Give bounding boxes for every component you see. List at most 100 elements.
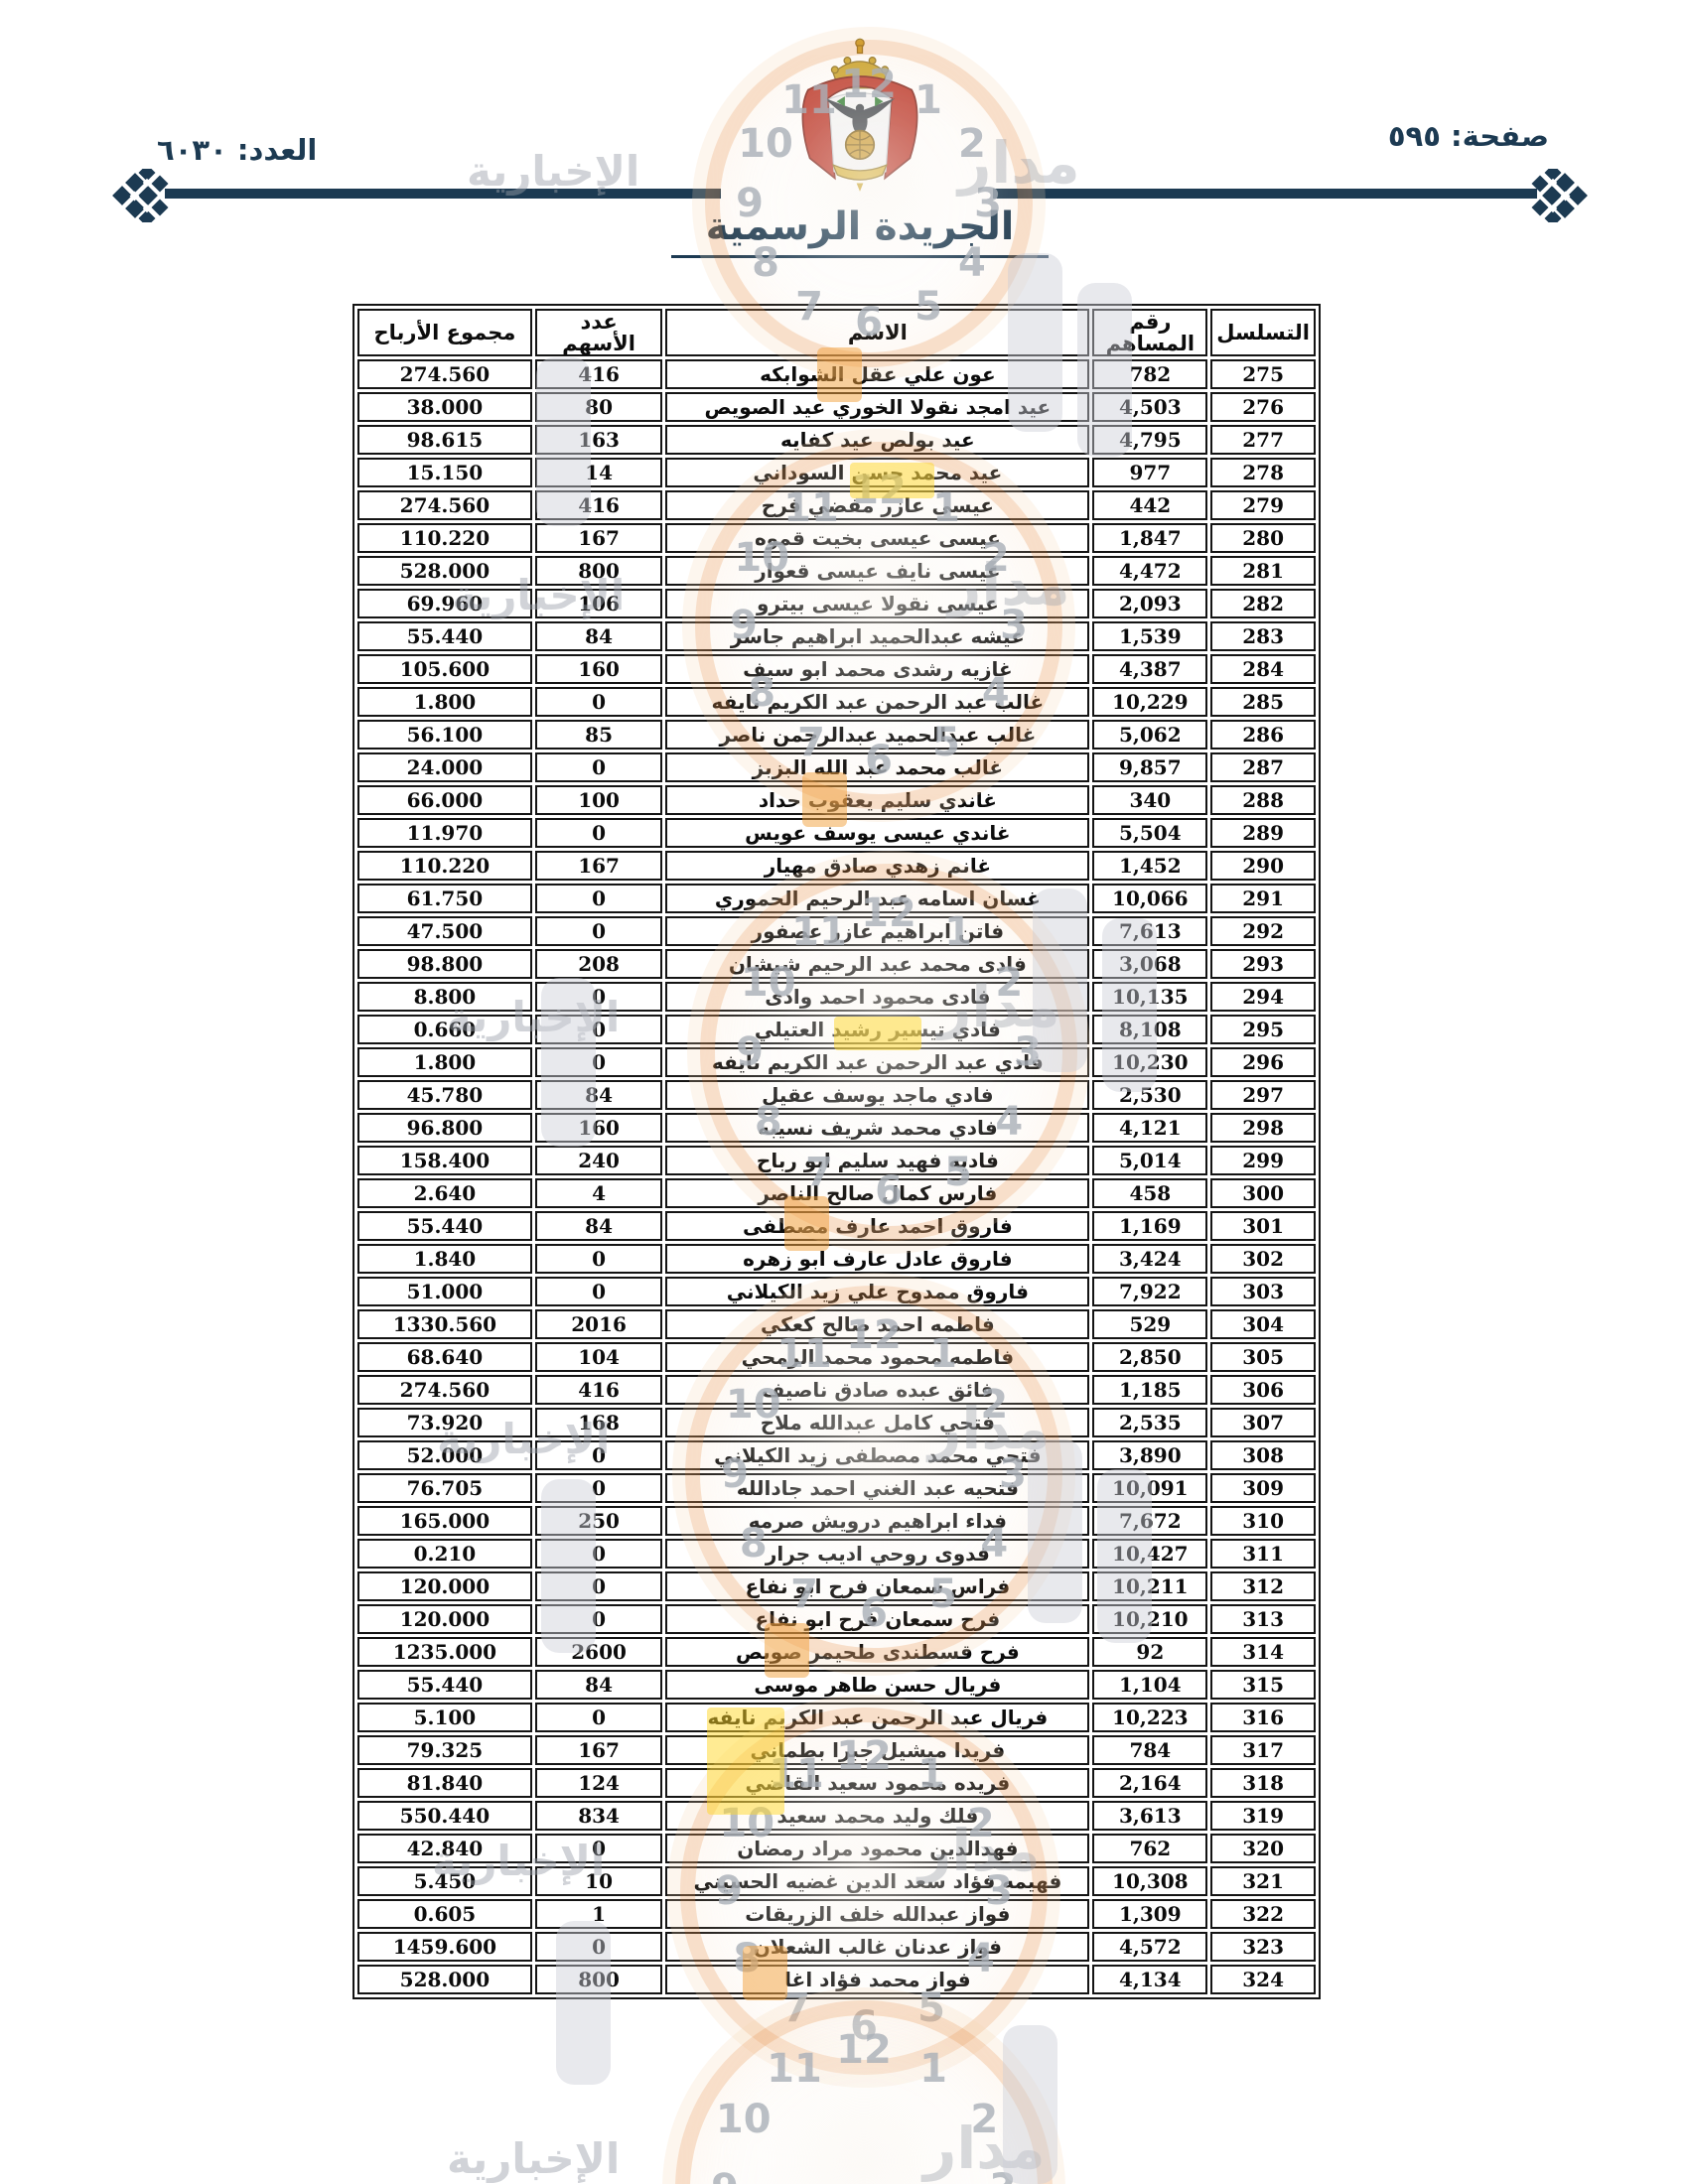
name-cell: فاروق عادل عارف ابو زهره: [665, 1244, 1090, 1275]
shareholder-no-cell: 10,229: [1092, 687, 1208, 718]
name-cell: فدوى روحي اديب جرار: [665, 1539, 1090, 1570]
shareholder-no-cell: 4,121: [1092, 1113, 1208, 1144]
name-cell: فارس كمال صالح الناصر: [665, 1178, 1090, 1209]
name-cell: غسان اسامه عبد الرحيم الحموري: [665, 884, 1090, 914]
shareholder-no-cell: 10,210: [1092, 1604, 1208, 1635]
profit-cell: 98.615: [357, 425, 532, 456]
serial-cell: 317: [1210, 1735, 1316, 1766]
table-row: 304 529 فاطمه احمد صالح كعكي 2016 1330.560: [357, 1309, 1316, 1340]
profit-cell: 24.000: [357, 752, 532, 783]
shares-cell: 0: [534, 818, 663, 849]
table-row: 282 2,093 عيسى نقولا عيسى بيترو 106 69.960: [357, 589, 1316, 619]
watermark-agency-text: الإخبارية: [447, 2134, 621, 2183]
table-row: 299 5,014 فاديه فهيد سليم ابو رباح 240 158.4…: [357, 1146, 1316, 1176]
shareholder-no-cell: 3,424: [1092, 1244, 1208, 1275]
table-row: 288 340 غاندي سليم يعقوب حداد 100 66.000: [357, 785, 1316, 816]
column-header: عدد الأسهم: [534, 309, 663, 357]
watermark-clock-numeral: 3: [989, 2166, 1017, 2184]
name-cell: عيد بولص عيد كفايه: [665, 425, 1090, 456]
serial-cell: 314: [1210, 1637, 1316, 1668]
name-cell: عيسى عازر مفضي فرح: [665, 490, 1090, 521]
shares-cell: 167: [534, 851, 663, 882]
column-header: التسلسل: [1210, 309, 1316, 357]
table-row: 306 1,185 فائق عبده صادق ناصيف 416 274.560: [357, 1375, 1316, 1406]
profit-cell: 56.100: [357, 720, 532, 751]
shareholder-no-cell: 1,539: [1092, 621, 1208, 652]
rope-knot-icon: [1531, 169, 1588, 222]
serial-cell: 298: [1210, 1113, 1316, 1144]
profit-cell: 0.210: [357, 1539, 532, 1570]
shareholder-no-cell: 4,572: [1092, 1932, 1208, 1963]
shares-cell: 0: [534, 1604, 663, 1635]
serial-cell: 285: [1210, 687, 1316, 718]
serial-cell: 308: [1210, 1440, 1316, 1471]
serial-cell: 315: [1210, 1670, 1316, 1701]
profit-cell: 42.840: [357, 1834, 532, 1864]
shares-cell: 0: [534, 1539, 663, 1570]
name-cell: غاندي سليم يعقوب حداد: [665, 785, 1090, 816]
profit-cell: 68.640: [357, 1342, 532, 1373]
serial-cell: 324: [1210, 1965, 1316, 1995]
shareholder-no-cell: 10,091: [1092, 1473, 1208, 1504]
shareholder-no-cell: 7,922: [1092, 1277, 1208, 1307]
profit-cell: 1.840: [357, 1244, 532, 1275]
name-cell: عيسى نايف عيسى قعوار: [665, 556, 1090, 587]
shareholder-no-cell: 762: [1092, 1834, 1208, 1864]
serial-cell: 318: [1210, 1768, 1316, 1799]
serial-cell: 304: [1210, 1309, 1316, 1340]
table-row: 301 1,169 فاروق احمد عارف مصطفى 84 55.440: [357, 1211, 1316, 1242]
table-row: 312 10,211 فراس سمعان فرح ابو نفاع 0 120.000: [357, 1571, 1316, 1602]
profit-cell: 1330.560: [357, 1309, 532, 1340]
shareholder-no-cell: 10,135: [1092, 982, 1208, 1013]
shares-cell: 10: [534, 1866, 663, 1897]
serial-cell: 296: [1210, 1047, 1316, 1078]
shares-cell: 208: [534, 949, 663, 980]
serial-cell: 303: [1210, 1277, 1316, 1307]
serial-cell: 288: [1210, 785, 1316, 816]
table-row: 286 5,062 غالب عبدالحميد عبدالرحمن ناصر 85 5…: [357, 720, 1316, 751]
shareholder-no-cell: 5,014: [1092, 1146, 1208, 1176]
shares-cell: 4: [534, 1178, 663, 1209]
watermark-clock-numeral: 11: [767, 2045, 822, 2092]
name-cell: فريال عبد الرحمن عبد الكريم نايفه: [665, 1703, 1090, 1733]
header-rule-right: [993, 189, 1537, 199]
shareholder-no-cell: 458: [1092, 1178, 1208, 1209]
table-row: 308 3,890 فتحي محمد مصطفى زيد الكيلاني 0 52.…: [357, 1440, 1316, 1471]
name-cell: فرح سمعان فرح ابو نفاع: [665, 1604, 1090, 1635]
serial-cell: 301: [1210, 1211, 1316, 1242]
name-cell: فادي تيسير رشيد العتيلي: [665, 1015, 1090, 1045]
shares-cell: 160: [534, 1113, 663, 1144]
shareholder-no-cell: 2,093: [1092, 589, 1208, 619]
gazette-title: الجريدة الرسمية: [671, 205, 1049, 258]
shares-cell: 0: [534, 752, 663, 783]
table-row: 289 5,504 غاندي عيسى يوسف عويس 0 11.970: [357, 818, 1316, 849]
name-cell: غالب عبد الرحمن عبد الكريم نايفه: [665, 687, 1090, 718]
profit-cell: 528.000: [357, 556, 532, 587]
table-row: 298 4,121 فادي محمد شريف نسيبه 160 96.800: [357, 1113, 1316, 1144]
profit-cell: 1235.000: [357, 1637, 532, 1668]
shares-cell: 2016: [534, 1309, 663, 1340]
shares-cell: 14: [534, 458, 663, 488]
serial-cell: 302: [1210, 1244, 1316, 1275]
shareholder-no-cell: 782: [1092, 359, 1208, 390]
serial-cell: 320: [1210, 1834, 1316, 1864]
name-cell: عيسى نقولا عيسى بيترو: [665, 589, 1090, 619]
profit-cell: 76.705: [357, 1473, 532, 1504]
profit-cell: 1.800: [357, 1047, 532, 1078]
table-row: 303 7,922 فاروق ممدوح علي زيد الكيلاني 0 51.…: [357, 1277, 1316, 1307]
profit-cell: 8.800: [357, 982, 532, 1013]
serial-cell: 295: [1210, 1015, 1316, 1045]
serial-cell: 310: [1210, 1506, 1316, 1537]
profit-cell: 47.500: [357, 916, 532, 947]
shareholder-no-cell: 4,795: [1092, 425, 1208, 456]
serial-cell: 282: [1210, 589, 1316, 619]
name-cell: فلك وليد محمد سعيد: [665, 1801, 1090, 1832]
shareholder-no-cell: 1,169: [1092, 1211, 1208, 1242]
serial-cell: 319: [1210, 1801, 1316, 1832]
shares-cell: 84: [534, 1670, 663, 1701]
profit-cell: 38.000: [357, 392, 532, 423]
table-row: 322 1,309 فواز عبدالله خلف الزريقات 1 0.605: [357, 1899, 1316, 1930]
serial-cell: 322: [1210, 1899, 1316, 1930]
column-header: مجموع الأرباح: [357, 309, 532, 357]
